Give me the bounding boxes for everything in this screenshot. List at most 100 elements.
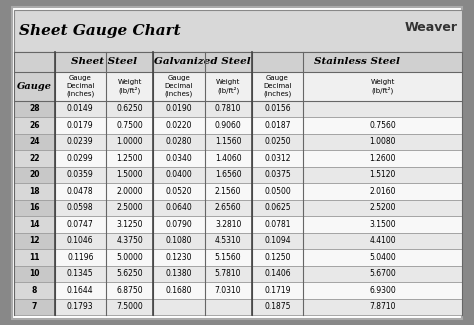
Text: 0.9060: 0.9060 xyxy=(215,121,241,130)
Text: 0.0747: 0.0747 xyxy=(67,220,94,229)
FancyBboxPatch shape xyxy=(205,134,252,150)
FancyBboxPatch shape xyxy=(252,183,303,200)
FancyBboxPatch shape xyxy=(55,216,106,233)
FancyBboxPatch shape xyxy=(55,200,106,216)
Text: 0.0359: 0.0359 xyxy=(67,171,94,179)
FancyBboxPatch shape xyxy=(205,167,252,183)
FancyBboxPatch shape xyxy=(55,282,106,299)
FancyBboxPatch shape xyxy=(14,101,55,117)
FancyBboxPatch shape xyxy=(14,299,55,315)
FancyBboxPatch shape xyxy=(55,52,153,72)
Text: 1.1560: 1.1560 xyxy=(215,137,241,147)
Text: 0.1345: 0.1345 xyxy=(67,269,93,279)
FancyBboxPatch shape xyxy=(55,299,106,315)
Text: 1.0000: 1.0000 xyxy=(116,137,143,147)
FancyBboxPatch shape xyxy=(303,249,462,266)
FancyBboxPatch shape xyxy=(205,150,252,167)
FancyBboxPatch shape xyxy=(106,101,153,117)
FancyBboxPatch shape xyxy=(205,72,252,101)
Text: 4.3750: 4.3750 xyxy=(116,237,143,245)
Text: 0.1046: 0.1046 xyxy=(67,237,93,245)
FancyBboxPatch shape xyxy=(14,10,462,52)
Text: 5.6700: 5.6700 xyxy=(369,269,396,279)
Text: Weight
(lb/ft²): Weight (lb/ft²) xyxy=(216,79,240,94)
Text: 0.0179: 0.0179 xyxy=(67,121,93,130)
Text: 14: 14 xyxy=(29,220,40,229)
Text: 5.6250: 5.6250 xyxy=(116,269,143,279)
FancyBboxPatch shape xyxy=(55,167,106,183)
FancyBboxPatch shape xyxy=(14,72,55,101)
FancyBboxPatch shape xyxy=(106,183,153,200)
Text: 16: 16 xyxy=(29,203,40,213)
FancyBboxPatch shape xyxy=(106,299,153,315)
Text: 0.1080: 0.1080 xyxy=(165,237,192,245)
FancyBboxPatch shape xyxy=(106,282,153,299)
Text: 2.0000: 2.0000 xyxy=(116,187,143,196)
FancyBboxPatch shape xyxy=(205,282,252,299)
FancyBboxPatch shape xyxy=(106,134,153,150)
Text: 24: 24 xyxy=(29,137,40,147)
FancyBboxPatch shape xyxy=(14,216,55,233)
FancyBboxPatch shape xyxy=(252,233,303,249)
FancyBboxPatch shape xyxy=(106,233,153,249)
Text: Sheet Steel: Sheet Steel xyxy=(71,58,137,66)
FancyBboxPatch shape xyxy=(252,134,303,150)
Text: 4.4100: 4.4100 xyxy=(369,237,396,245)
Text: 0.0312: 0.0312 xyxy=(264,154,291,163)
Text: 5.0000: 5.0000 xyxy=(116,253,143,262)
Text: 0.0340: 0.0340 xyxy=(165,154,192,163)
Text: 0.0400: 0.0400 xyxy=(165,171,192,179)
Text: 0.1793: 0.1793 xyxy=(67,303,93,311)
Text: 0.1875: 0.1875 xyxy=(264,303,291,311)
FancyBboxPatch shape xyxy=(303,134,462,150)
Text: 0.0598: 0.0598 xyxy=(67,203,93,213)
FancyBboxPatch shape xyxy=(252,282,303,299)
Text: 7: 7 xyxy=(32,303,37,311)
Text: 0.1230: 0.1230 xyxy=(165,253,192,262)
Text: 0.1680: 0.1680 xyxy=(165,286,192,295)
FancyBboxPatch shape xyxy=(205,249,252,266)
Text: 4.5310: 4.5310 xyxy=(215,237,241,245)
Text: 6.9300: 6.9300 xyxy=(369,286,396,295)
Text: Gauge
Decimal
(inches): Gauge Decimal (inches) xyxy=(263,75,292,97)
FancyBboxPatch shape xyxy=(303,282,462,299)
FancyBboxPatch shape xyxy=(252,216,303,233)
FancyBboxPatch shape xyxy=(205,299,252,315)
Text: Weight
(lb/ft²): Weight (lb/ft²) xyxy=(118,79,142,94)
FancyBboxPatch shape xyxy=(303,117,462,134)
FancyBboxPatch shape xyxy=(55,249,106,266)
FancyBboxPatch shape xyxy=(252,117,303,134)
Text: 3.1250: 3.1250 xyxy=(116,220,143,229)
FancyBboxPatch shape xyxy=(12,6,462,318)
Text: Galvanized Steel: Galvanized Steel xyxy=(154,58,251,66)
Text: 3.1500: 3.1500 xyxy=(369,220,396,229)
Text: 2.5200: 2.5200 xyxy=(369,203,396,213)
Text: 0.0478: 0.0478 xyxy=(67,187,93,196)
Text: Stainless Steel: Stainless Steel xyxy=(314,58,400,66)
Text: 10: 10 xyxy=(29,269,40,279)
FancyBboxPatch shape xyxy=(205,200,252,216)
Text: 0.0239: 0.0239 xyxy=(67,137,93,147)
Text: 1.2600: 1.2600 xyxy=(369,154,396,163)
Text: 0.0187: 0.0187 xyxy=(264,121,291,130)
FancyBboxPatch shape xyxy=(106,117,153,134)
Text: 0.1380: 0.1380 xyxy=(165,269,192,279)
FancyBboxPatch shape xyxy=(153,52,252,72)
Text: 7.0310: 7.0310 xyxy=(215,286,241,295)
FancyBboxPatch shape xyxy=(303,101,462,117)
Text: 20: 20 xyxy=(29,171,40,179)
Text: 1.4060: 1.4060 xyxy=(215,154,241,163)
Text: 2.6560: 2.6560 xyxy=(215,203,241,213)
FancyBboxPatch shape xyxy=(153,249,205,266)
Text: 0.7560: 0.7560 xyxy=(369,121,396,130)
FancyBboxPatch shape xyxy=(153,134,205,150)
FancyBboxPatch shape xyxy=(106,167,153,183)
Text: 0.0520: 0.0520 xyxy=(165,187,192,196)
FancyBboxPatch shape xyxy=(303,72,462,101)
Text: 1.5120: 1.5120 xyxy=(369,171,396,179)
FancyBboxPatch shape xyxy=(205,233,252,249)
FancyBboxPatch shape xyxy=(252,299,303,315)
Text: 22: 22 xyxy=(29,154,40,163)
FancyBboxPatch shape xyxy=(153,200,205,216)
FancyBboxPatch shape xyxy=(55,117,106,134)
